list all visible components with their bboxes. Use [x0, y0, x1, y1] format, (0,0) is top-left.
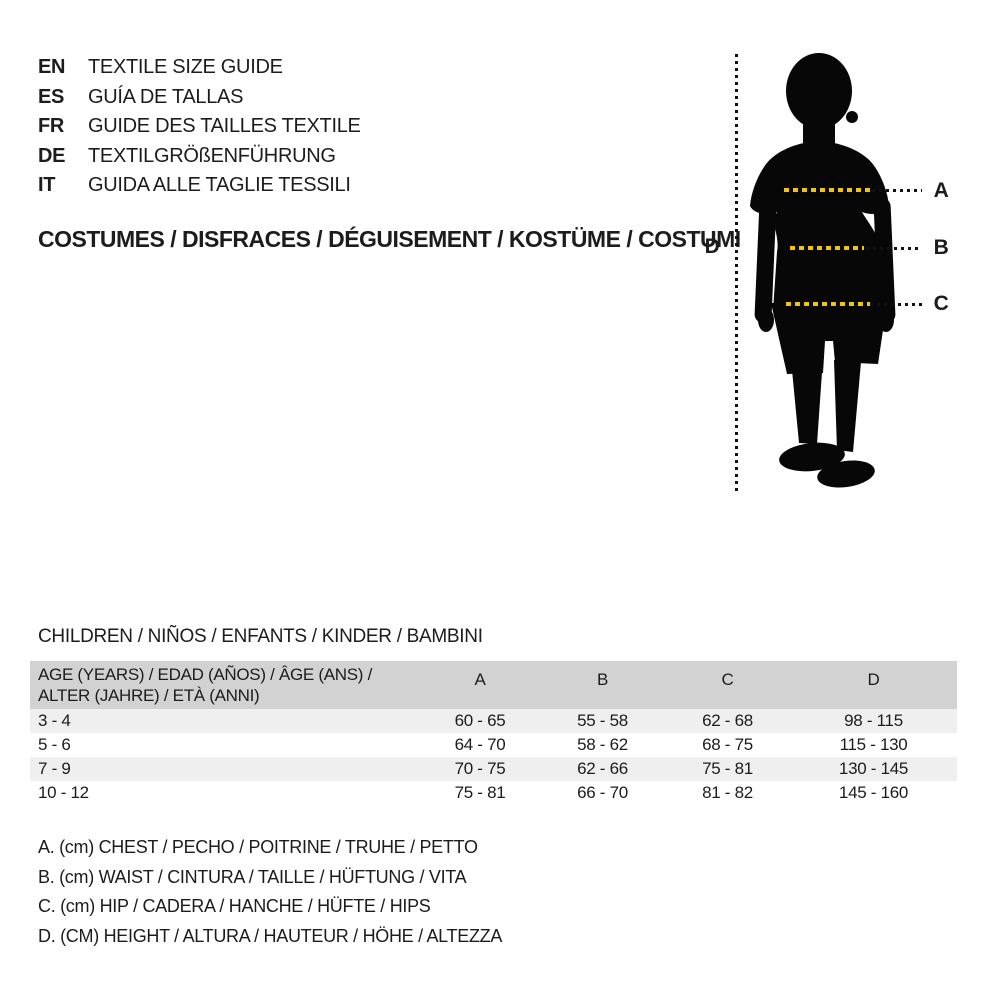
label-c: C	[933, 292, 949, 315]
column-header-d: D	[867, 670, 880, 689]
chest-cell: 60 - 65	[454, 711, 506, 730]
age-cell: 5 - 6	[38, 735, 71, 754]
language-row: FR GUIDE DES TAILLES TEXTILE	[38, 112, 361, 142]
language-code: DE	[38, 144, 66, 167]
section-title: CHILDREN / NIÑOS / ENFANTS / KINDER / BA…	[38, 626, 483, 647]
guide-title-fr: GUIDE DES TAILLES TEXTILE	[88, 115, 361, 138]
guide-title-es: GUÍA DE TALLAS	[88, 85, 244, 108]
language-row: IT GUIDA ALLE TAGLIE TESSILI	[38, 171, 361, 201]
chest-cell: 75 - 81	[454, 783, 506, 802]
language-code: FR	[38, 115, 65, 138]
language-code: EN	[38, 56, 66, 79]
chest-cell: 70 - 75	[454, 759, 506, 778]
language-title-list: EN TEXTILE SIZE GUIDE ES GUÍA DE TALLAS …	[38, 53, 361, 201]
language-row: ES GUÍA DE TALLAS	[38, 83, 361, 113]
table-row: 5 - 6 64 - 70 58 - 62 68 - 75 115 - 130	[30, 733, 957, 757]
chest-connector-line	[872, 189, 922, 192]
height-cell: 130 - 145	[838, 759, 909, 778]
guide-title-de: TEXTILGRÖßENFÜHRUNG	[88, 144, 336, 167]
age-header-line1: AGE (YEARS) / EDAD (AÑOS) / ÂGE (ANS) /	[38, 665, 373, 684]
legend-line-chest: A. (cm) CHEST / PECHO / POITRINE / TRUHE…	[38, 837, 478, 858]
column-header-c: C	[721, 670, 734, 689]
waist-cell: 55 - 58	[577, 711, 628, 730]
table-row: 3 - 4 60 - 65 55 - 58 62 - 68 98 - 115	[30, 709, 957, 733]
category-title: COSTUMES / DISFRACES / DÉGUISEMENT / KOS…	[38, 226, 741, 252]
label-d: D	[704, 235, 720, 258]
label-b: B	[933, 236, 949, 259]
language-row: EN TEXTILE SIZE GUIDE	[38, 53, 361, 83]
hip-cell: 62 - 68	[702, 711, 753, 730]
guide-title-en: TEXTILE SIZE GUIDE	[88, 56, 283, 79]
height-dotted-line	[735, 54, 738, 492]
waist-connector-line	[866, 247, 922, 250]
column-header-a: A	[474, 670, 486, 689]
child-silhouette-icon	[750, 53, 896, 488]
chest-measure-line	[784, 188, 870, 192]
waist-cell: 66 - 70	[577, 783, 628, 802]
table-row: 7 - 9 70 - 75 62 - 66 75 - 81 130 - 145	[30, 757, 957, 781]
waist-cell: 58 - 62	[577, 735, 628, 754]
waist-measure-line	[790, 246, 864, 250]
table-body: 3 - 4 60 - 65 55 - 58 62 - 68 98 - 115 5…	[30, 709, 957, 805]
language-code: ES	[38, 85, 65, 108]
age-cell: 3 - 4	[38, 711, 71, 730]
legend-line-waist: B. (cm) WAIST / CINTURA / TAILLE / HÜFTU…	[38, 866, 467, 887]
hip-cell: 75 - 81	[702, 759, 753, 778]
language-row: DE TEXTILGRÖßENFÜHRUNG	[38, 142, 361, 172]
age-column-header: AGE (YEARS) / EDAD (AÑOS) / ÂGE (ANS) / …	[30, 664, 420, 706]
chest-cell: 64 - 70	[454, 735, 506, 754]
waist-cell: 62 - 66	[577, 759, 628, 778]
size-table: AGE (YEARS) / EDAD (AÑOS) / ÂGE (ANS) / …	[30, 661, 957, 805]
height-cell: 115 - 130	[839, 735, 908, 754]
hip-cell: 81 - 82	[702, 783, 753, 802]
label-a: A	[933, 179, 949, 202]
measurement-legend: A. (cm) CHEST / PECHO / POITRINE / TRUHE…	[38, 833, 502, 951]
legend-line-height: D. (CM) HEIGHT / ALTURA / HAUTEUR / HÖHE…	[38, 925, 503, 946]
column-header-b: B	[596, 670, 609, 689]
height-cell: 145 - 160	[838, 783, 909, 802]
age-header-line2: ALTER (JAHRE) / ETÀ (ANNI)	[38, 686, 260, 705]
table-row: 10 - 12 75 - 81 66 - 70 81 - 82 145 - 16…	[30, 781, 957, 805]
legend-line-hip: C. (cm) HIP / CADERA / HANCHE / HÜFTE / …	[38, 896, 431, 917]
age-cell: 10 - 12	[38, 783, 89, 802]
age-cell: 7 - 9	[38, 759, 71, 778]
language-code: IT	[38, 174, 56, 197]
guide-title-it: GUIDA ALLE TAGLIE TESSILI	[88, 174, 351, 197]
hip-measure-line	[786, 302, 870, 306]
table-header-row: AGE (YEARS) / EDAD (AÑOS) / ÂGE (ANS) / …	[30, 661, 957, 709]
height-cell: 98 - 115	[844, 711, 903, 730]
hip-connector-line	[870, 303, 922, 306]
hip-cell: 68 - 75	[702, 735, 753, 754]
